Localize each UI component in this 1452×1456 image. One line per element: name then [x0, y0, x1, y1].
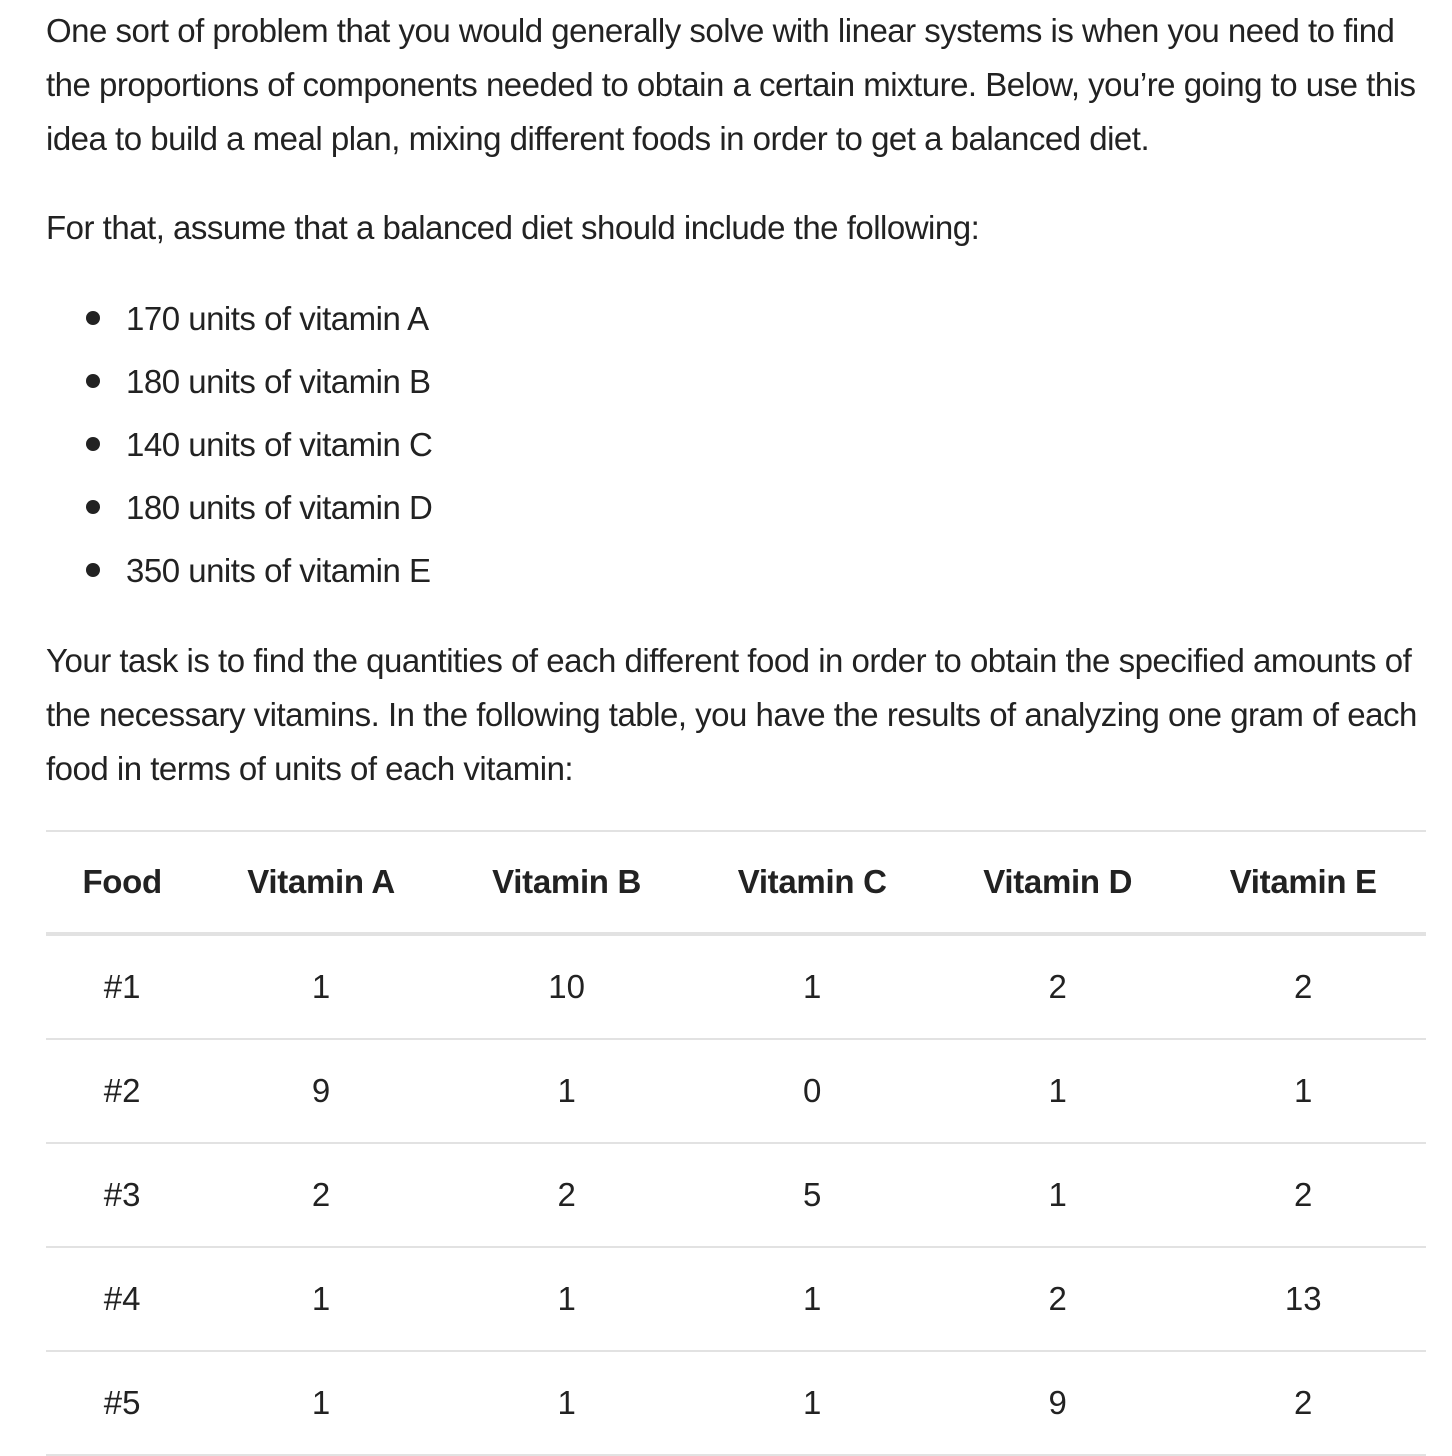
header-vitamin-e: Vitamin E — [1229, 863, 1377, 900]
table-cell: 1 — [802, 1384, 822, 1421]
table-cell: 0 — [802, 1072, 822, 1109]
table-cell: 1 — [557, 1280, 576, 1317]
table-cell: 2 — [1294, 1176, 1313, 1213]
table-cell: 5 — [802, 1176, 822, 1213]
task-paragraph: Your task is to find the quantities of e… — [46, 642, 1417, 787]
header-food: Food — [82, 863, 162, 900]
vitamin-table: Food Vitamin A Vitamin B Vitamin C Vitam… — [46, 830, 1426, 1456]
list-item: 140 units of vitamin C — [46, 413, 433, 476]
table-cell: 2 — [1048, 968, 1067, 1005]
table-cell: 1 — [1048, 1176, 1067, 1213]
table-cell: 9 — [311, 1072, 331, 1109]
table-cell: 1 — [802, 968, 822, 1005]
table-cell: 9 — [1048, 1384, 1067, 1421]
header-vitamin-b: Vitamin B — [492, 863, 642, 900]
table-cell: 1 — [1294, 1072, 1313, 1109]
requirements-list: 170 units of vitamin A 180 units of vita… — [46, 287, 433, 602]
table-cell: 1 — [311, 968, 331, 1005]
table-cell: 2 — [1294, 1384, 1313, 1421]
table-cell: #3 — [103, 1176, 141, 1213]
list-item: 170 units of vitamin A — [46, 287, 432, 350]
table-cell: #5 — [103, 1384, 141, 1421]
header-vitamin-c: Vitamin C — [737, 863, 887, 900]
table-cell: 1 — [311, 1384, 331, 1421]
header-vitamin-a: Vitamin A — [247, 863, 395, 900]
table-cell: 1 — [311, 1280, 331, 1317]
intro-paragraph: One sort of problem that you would gener… — [46, 12, 1416, 157]
table-row: #4 1 1 1 2 13 — [46, 1247, 1426, 1351]
table-cell: 2 — [1294, 968, 1313, 1005]
assume-paragraph: For that, assume that a balanced diet sh… — [46, 209, 980, 246]
table-cell: 10 — [548, 968, 585, 1005]
table-cell: 1 — [557, 1384, 576, 1421]
table-row: #5 1 1 1 9 2 — [46, 1351, 1426, 1455]
table-cell: 1 — [557, 1072, 576, 1109]
table-row: #3 2 2 5 1 2 — [46, 1143, 1426, 1247]
table-cell: 2 — [557, 1176, 576, 1213]
list-item: 180 units of vitamin B — [46, 350, 432, 413]
list-item: 180 units of vitamin D — [46, 476, 433, 539]
table-row: #1 1 10 1 2 2 — [46, 934, 1426, 1039]
header-vitamin-d: Vitamin D — [983, 863, 1133, 900]
table-cell: #2 — [103, 1072, 141, 1109]
table-cell: #1 — [103, 968, 141, 1005]
table-cell: 2 — [311, 1176, 331, 1213]
table-cell: 1 — [802, 1280, 822, 1317]
table-cell: #4 — [103, 1280, 141, 1317]
table-header-row: Food Vitamin A Vitamin B Vitamin C Vitam… — [46, 831, 1426, 934]
table-row: #2 9 1 0 1 1 — [46, 1039, 1426, 1143]
table-cell: 2 — [1048, 1280, 1067, 1317]
table-cell: 13 — [1284, 1280, 1322, 1317]
list-item: 350 units of vitamin E — [46, 539, 432, 602]
table-cell: 1 — [1048, 1072, 1067, 1109]
